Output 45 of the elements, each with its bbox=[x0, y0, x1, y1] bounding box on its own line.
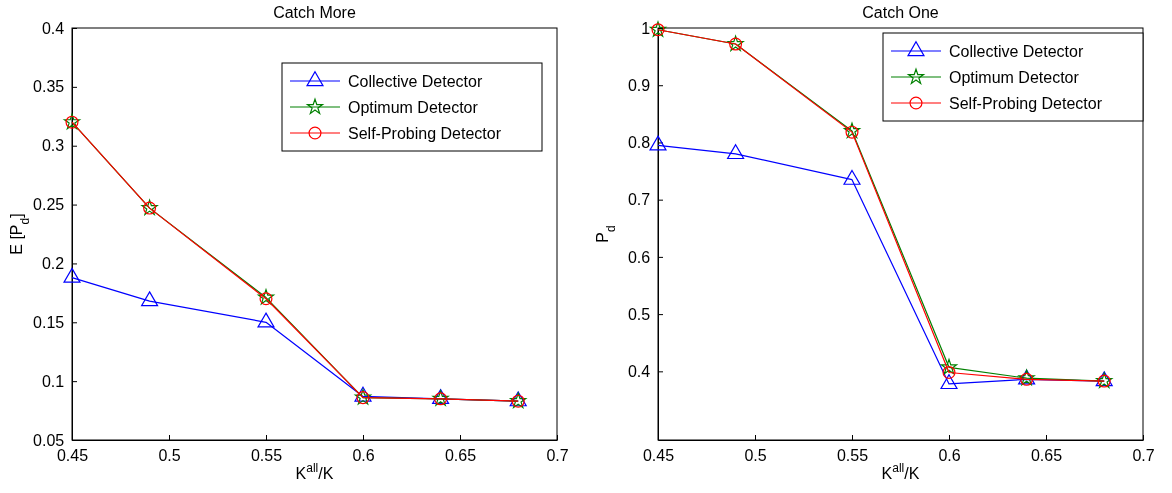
y-tick-label: 0.7 bbox=[627, 191, 651, 209]
legend-label: Self-Probing Detector bbox=[348, 124, 502, 142]
point bbox=[727, 144, 745, 160]
chart-title: Catch More bbox=[273, 4, 356, 21]
x-axis-title: K$^{all}$/K bbox=[881, 460, 920, 482]
x-tick-label: 0.6 bbox=[938, 446, 961, 464]
y-tick-label: 0.1 bbox=[41, 372, 65, 390]
chart-title: Catch One bbox=[862, 4, 939, 21]
x-tick-label: 0.6 bbox=[352, 446, 375, 464]
legend-label: Optimum Detector bbox=[348, 98, 479, 116]
x-tick-label: 0.55 bbox=[836, 446, 869, 464]
point bbox=[141, 291, 159, 307]
y-tick-label: 0.5 bbox=[627, 305, 651, 323]
x-tick-label: 0.65 bbox=[444, 446, 477, 464]
y-tick-label: 0.4 bbox=[627, 362, 651, 380]
y-tick-label: 0.2 bbox=[41, 255, 65, 273]
legend-label: Self-Probing Detector bbox=[949, 94, 1103, 112]
x-tick-label: 0.5 bbox=[744, 446, 767, 464]
x-tick-label: 0.7 bbox=[1132, 446, 1155, 464]
y-tick-label: 0.6 bbox=[627, 248, 651, 266]
legend-label: Optimum Detector bbox=[949, 68, 1080, 86]
x-tick-label: 0.45 bbox=[56, 446, 89, 464]
x-tick-label: 0.55 bbox=[250, 446, 283, 464]
y-tick-label: 0.05 bbox=[33, 431, 65, 449]
legend-label: Collective Detector bbox=[949, 42, 1084, 60]
point bbox=[63, 267, 81, 283]
point bbox=[649, 135, 667, 151]
y-tick-label: 0.25 bbox=[33, 196, 65, 214]
point bbox=[940, 374, 958, 390]
y-tick-label: 0.8 bbox=[627, 134, 651, 152]
x-tick-label: 0.7 bbox=[546, 446, 569, 464]
y-tick-label: 0.4 bbox=[41, 19, 65, 37]
point bbox=[843, 169, 861, 185]
y-tick-label: 0.9 bbox=[627, 76, 651, 94]
point bbox=[257, 312, 275, 328]
y-tick-label: 0.35 bbox=[33, 78, 65, 96]
x-axis-title: K$^{all}$/K bbox=[295, 460, 334, 482]
point bbox=[940, 358, 958, 375]
x-tick-label: 0.65 bbox=[1030, 446, 1063, 464]
legend-label: Collective Detector bbox=[348, 72, 483, 90]
y-tick-label: 0.15 bbox=[33, 313, 65, 331]
x-tick-label: 0.5 bbox=[158, 446, 181, 464]
x-tick-label: 0.45 bbox=[642, 446, 675, 464]
y-tick-label: 0.3 bbox=[41, 137, 65, 155]
y-tick-label: 1 bbox=[641, 19, 651, 37]
